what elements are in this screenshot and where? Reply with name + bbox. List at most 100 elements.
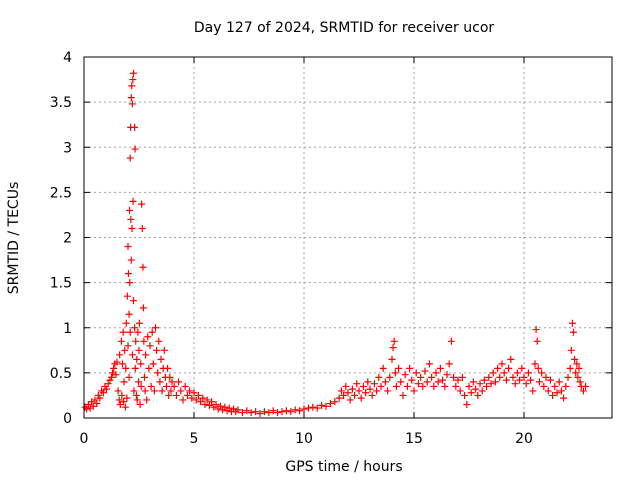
data-point	[340, 391, 348, 399]
data-point	[414, 380, 422, 388]
data-point	[555, 378, 563, 386]
data-point	[86, 404, 94, 412]
data-point	[140, 337, 148, 345]
data-point	[190, 389, 198, 397]
data-point	[576, 378, 584, 386]
data-point	[142, 351, 150, 359]
data-point	[469, 378, 477, 386]
data-point	[188, 394, 196, 402]
data-point	[138, 224, 146, 232]
data-point	[205, 401, 213, 409]
data-point	[386, 373, 394, 381]
data-point	[447, 337, 455, 345]
data-point	[546, 376, 554, 384]
data-point	[551, 382, 559, 390]
data-point	[137, 360, 145, 368]
data-point	[124, 342, 132, 350]
data-point	[463, 400, 471, 408]
data-point	[419, 382, 427, 390]
data-point	[560, 394, 568, 402]
data-point	[507, 355, 515, 363]
data-point	[201, 400, 209, 408]
data-point	[172, 391, 180, 399]
data-point	[375, 373, 383, 381]
data-point	[145, 364, 153, 372]
data-point	[126, 206, 134, 214]
data-point	[544, 387, 552, 395]
data-point	[362, 389, 370, 397]
data-point	[130, 297, 137, 305]
data-point	[119, 360, 126, 368]
data-point	[534, 364, 542, 372]
data-point	[123, 394, 131, 402]
data-point	[359, 382, 367, 390]
data-point	[489, 369, 497, 377]
data-point	[564, 373, 572, 381]
data-point	[381, 378, 389, 386]
data-point	[439, 376, 447, 384]
data-point	[122, 319, 130, 327]
data-point	[296, 407, 304, 415]
data-point	[373, 387, 381, 395]
data-point	[124, 243, 132, 251]
data-point	[391, 369, 399, 377]
data-point	[118, 391, 126, 399]
data-point	[179, 396, 187, 404]
data-point	[430, 382, 438, 390]
data-point	[212, 400, 220, 408]
data-point	[167, 387, 175, 395]
data-point	[132, 337, 140, 345]
data-point	[443, 371, 451, 379]
data-point	[132, 391, 140, 399]
data-point	[114, 387, 122, 395]
data-point	[133, 396, 141, 404]
data-point	[133, 355, 141, 363]
data-point	[115, 396, 123, 404]
data-point	[389, 344, 397, 352]
data-point	[406, 364, 414, 372]
data-point	[186, 387, 194, 395]
data-point	[355, 387, 363, 395]
data-point	[452, 382, 460, 390]
data-point	[164, 364, 172, 372]
data-point	[357, 394, 365, 402]
data-point	[368, 391, 376, 399]
data-point	[511, 380, 519, 388]
data-point	[542, 373, 550, 381]
data-point	[135, 319, 143, 327]
data-point	[113, 358, 121, 366]
data-point	[135, 378, 143, 386]
data-point	[410, 387, 418, 395]
data-point	[388, 355, 396, 363]
data-point	[485, 373, 493, 381]
data-point	[540, 382, 548, 390]
data-point	[131, 145, 139, 153]
data-point	[150, 387, 158, 395]
data-point	[520, 373, 528, 381]
data-point	[450, 373, 458, 381]
data-point	[121, 346, 129, 354]
data-point	[123, 292, 131, 300]
data-point	[344, 389, 352, 397]
y-tick-label: 0.5	[50, 366, 72, 382]
data-point	[127, 256, 135, 264]
data-point	[129, 76, 137, 84]
data-point	[458, 373, 466, 381]
data-point	[456, 387, 464, 395]
data-point	[417, 373, 425, 381]
data-point	[390, 337, 398, 345]
data-point	[527, 376, 535, 384]
data-point	[575, 364, 583, 372]
data-point	[260, 408, 268, 416]
data-point	[154, 369, 162, 377]
data-point	[274, 409, 282, 417]
data-point	[403, 382, 411, 390]
data-point	[366, 385, 374, 393]
data-point	[152, 324, 159, 332]
data-point	[478, 387, 486, 395]
data-point	[408, 376, 416, 384]
x-axis-label: GPS time / hours	[285, 459, 402, 475]
data-point	[465, 382, 473, 390]
data-point	[221, 403, 229, 411]
data-point	[574, 373, 582, 381]
